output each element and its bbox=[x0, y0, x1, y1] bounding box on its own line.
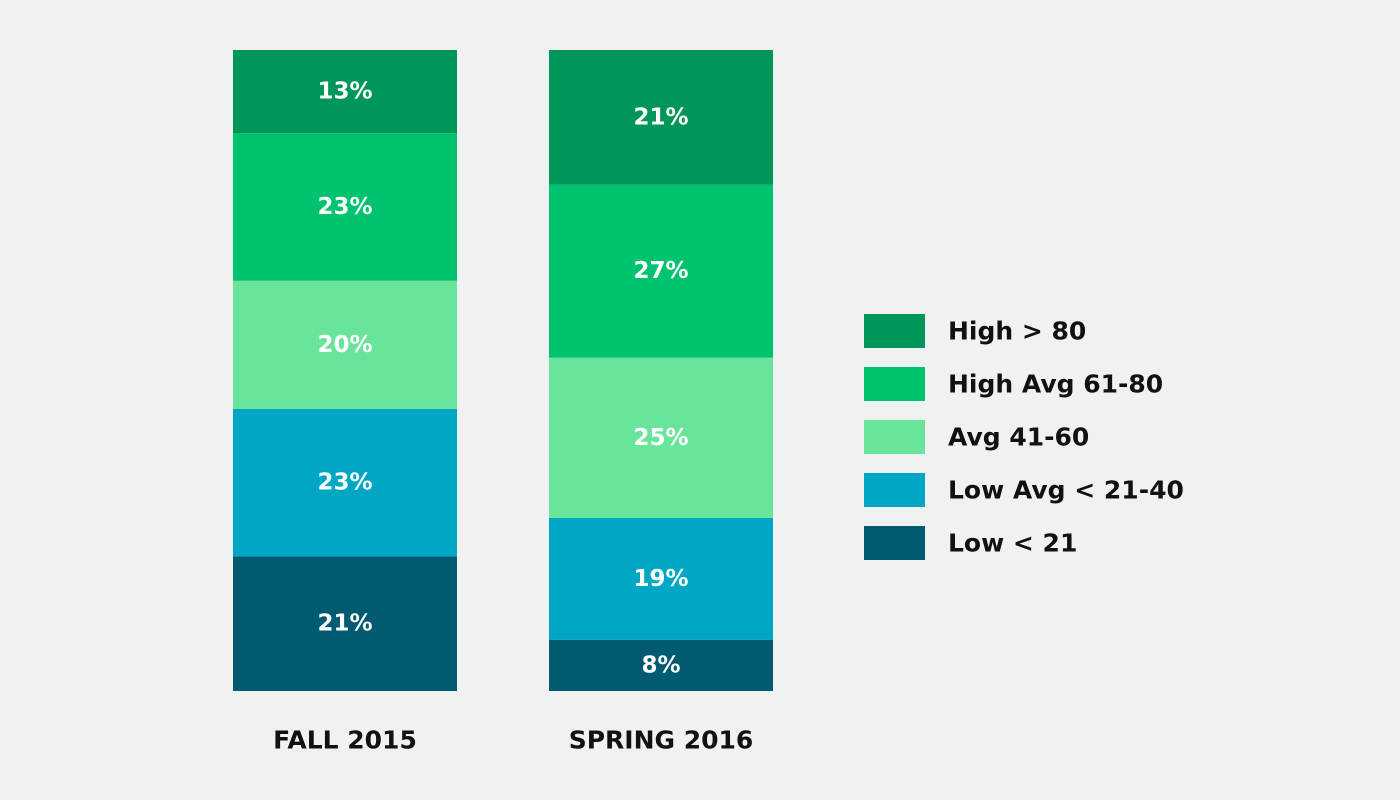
legend-label: Low < 21 bbox=[948, 529, 1077, 558]
legend-swatch bbox=[864, 473, 925, 507]
data-label: 8% bbox=[641, 652, 680, 678]
bar-segment bbox=[233, 50, 457, 134]
data-label: 19% bbox=[633, 566, 688, 592]
data-label: 25% bbox=[633, 425, 688, 451]
bar-segment bbox=[233, 280, 457, 409]
legend: High > 80 High Avg 61-80 Avg 41-60 Low Avg … bbox=[864, 314, 1184, 560]
data-label: 20% bbox=[317, 332, 372, 358]
bar-segment bbox=[549, 357, 773, 518]
bars-group: 21% 23% 20% 23% 13% 8% 19% 25% 27% 21% bbox=[233, 50, 773, 691]
legend-label: Low Avg < 21-40 bbox=[948, 476, 1184, 505]
data-label: 21% bbox=[317, 611, 372, 637]
bar-segment bbox=[549, 517, 773, 640]
legend-swatch bbox=[864, 526, 925, 560]
legend-swatch bbox=[864, 420, 925, 454]
data-label: 23% bbox=[317, 194, 372, 220]
category-labels-group: FALL 2015 SPRING 2016 bbox=[273, 726, 753, 755]
legend-swatch bbox=[864, 314, 925, 348]
bar-segment bbox=[549, 50, 773, 185]
legend-label: High Avg 61-80 bbox=[948, 370, 1163, 399]
legend-label: Avg 41-60 bbox=[948, 423, 1089, 452]
category-label: SPRING 2016 bbox=[569, 726, 754, 755]
data-label: 27% bbox=[633, 258, 688, 284]
bar-segment bbox=[549, 184, 773, 358]
legend-label: High > 80 bbox=[948, 317, 1086, 346]
bar-segment bbox=[233, 133, 457, 281]
bar-segment bbox=[549, 639, 773, 691]
bar-segment bbox=[233, 556, 457, 691]
bar-segment bbox=[233, 408, 457, 557]
data-label: 21% bbox=[633, 104, 688, 130]
data-label: 13% bbox=[317, 79, 372, 105]
legend-swatch bbox=[864, 367, 925, 401]
data-label: 23% bbox=[317, 470, 372, 496]
category-label: FALL 2015 bbox=[273, 726, 417, 755]
